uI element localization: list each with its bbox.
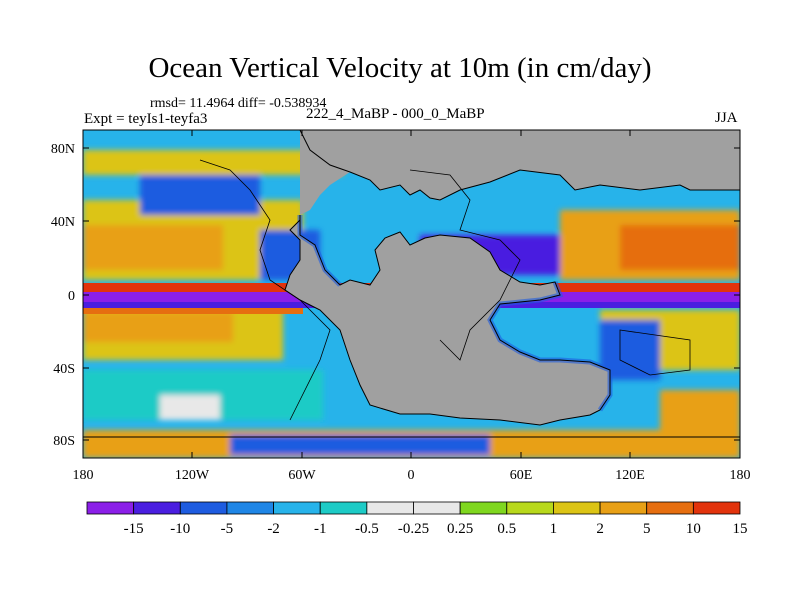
experiment-label: Expt = teyIs1-teyfa3 [84,111,208,127]
colorbar-swatch-12 [646,501,694,515]
colorbar-label-1: -10 [170,521,190,537]
lat-label-80n: 80N [51,142,75,157]
colorbar-swatch-3 [226,501,274,515]
colorbar-label-11: 5 [643,521,651,537]
lon-label-0: 0 [408,468,415,483]
colorbar-swatch-11 [599,501,648,515]
lon-label-120w: 120W [175,468,210,483]
colorbar-swatch-7 [413,501,461,515]
colorbar-swatch-6 [366,501,414,515]
colorbar-swatch-0 [86,501,135,515]
north-pacific-blue [140,175,260,215]
west-pacific-orange [620,225,740,270]
arctic-band [83,150,343,175]
colorbar-swatch-13 [692,501,741,515]
colorbar-label-13: 15 [733,521,748,537]
lon-label-60e: 60E [510,468,533,483]
lon-label-120e: 120E [615,468,645,483]
colorbar-swatch-8 [459,501,508,515]
antarctic-blue [230,435,490,455]
colorbar-label-0: -15 [124,521,144,537]
colorbar-swatch-5 [319,501,368,515]
colorbar-label-6: -0.25 [398,521,429,537]
colorbar-label-7: 0.25 [447,521,473,537]
pacific-south-orange [83,312,233,342]
lat-label-40n: 40N [51,215,75,230]
stats-label: rmsd= 11.4964 diff= -0.538934 [150,96,327,111]
page-title: Ocean Vertical Velocity at 10m (in cm/da… [148,52,652,84]
colorbar-label-9: 1 [550,521,558,537]
lon-label-180w: 180 [73,468,94,483]
lat-label-80s: 80S [53,434,75,449]
lat-label-40s: 40S [53,362,75,377]
colorbar-label-8: 0.5 [497,521,516,537]
colorbar-label-5: -0.5 [355,521,379,537]
colorbar: -15 -10 -5 -2 -1 -0.5 -0.25 0.25 0.5 1 2 5 10 15 [86,501,748,537]
coastline [83,130,740,438]
colorbar-label-12: 10 [686,521,701,537]
colorbar-swatch-9 [506,501,554,515]
period-label: 222_4_MaBP - 000_0_MaBP [306,106,485,122]
lon-label-60w: 60W [288,468,316,483]
colorbar-swatch-1 [133,501,181,515]
pacific-north-orange [83,225,223,270]
colorbar-label-4: -1 [314,521,327,537]
colorbar-label-10: 2 [596,521,604,537]
colorbar-label-2: -5 [221,521,234,537]
axis-ticks [82,130,741,458]
colorbar-swatch-10 [553,501,601,515]
map-field [83,130,740,458]
lon-label-180e: 180 [730,468,751,483]
season-label: JJA [715,110,738,126]
southern-white [160,395,220,420]
equator-red-south [83,308,303,314]
colorbar-swatch-4 [273,501,321,515]
modern-coastline [199,159,691,421]
colorbar-swatch-2 [179,501,228,515]
south-indian-orange [660,390,740,430]
lat-label-0: 0 [68,289,75,304]
colorbar-label-3: -2 [267,521,280,537]
